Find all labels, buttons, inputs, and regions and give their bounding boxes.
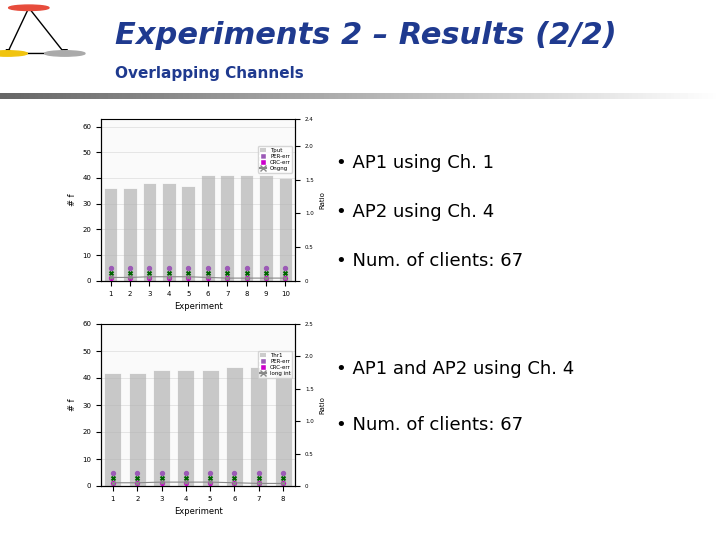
Point xyxy=(204,474,216,482)
Point xyxy=(261,274,272,282)
Point xyxy=(132,468,143,477)
Text: Experiments 2 – Results (2/2): Experiments 2 – Results (2/2) xyxy=(115,22,617,50)
Point xyxy=(253,479,264,488)
Point xyxy=(183,269,194,278)
Text: R: R xyxy=(4,49,11,58)
Circle shape xyxy=(45,51,85,56)
Point xyxy=(204,479,216,488)
Bar xyxy=(104,373,122,486)
Point xyxy=(180,474,192,482)
Text: • Num. of clients: 67: • Num. of clients: 67 xyxy=(336,252,523,269)
Point xyxy=(107,468,119,477)
Bar xyxy=(162,183,176,281)
Point xyxy=(241,269,253,278)
Point xyxy=(229,468,240,477)
Point xyxy=(107,479,119,488)
Point xyxy=(183,274,194,282)
Bar xyxy=(240,176,253,281)
Circle shape xyxy=(0,51,27,56)
Point xyxy=(144,264,156,272)
Point xyxy=(241,274,253,282)
Bar xyxy=(251,367,267,486)
Point xyxy=(202,269,214,278)
Point xyxy=(132,479,143,488)
Point xyxy=(132,474,143,482)
Point xyxy=(180,468,192,477)
Legend: Tput, PER-err, CRC-err, Ongng: Tput, PER-err, CRC-err, Ongng xyxy=(258,146,292,173)
Y-axis label: Ratio: Ratio xyxy=(319,396,325,414)
Bar xyxy=(177,370,194,486)
Point xyxy=(156,474,167,482)
Y-axis label: # f: # f xyxy=(68,399,76,411)
Point xyxy=(229,479,240,488)
Point xyxy=(156,479,167,488)
Point xyxy=(202,264,214,272)
Bar xyxy=(202,370,219,486)
Point xyxy=(156,468,167,477)
Bar xyxy=(274,370,292,486)
Point xyxy=(277,468,289,477)
Bar xyxy=(220,176,234,281)
Point xyxy=(144,269,156,278)
Bar xyxy=(259,176,273,281)
Point xyxy=(202,274,214,282)
Point xyxy=(222,264,233,272)
X-axis label: Experiment: Experiment xyxy=(174,507,222,516)
Bar xyxy=(104,188,117,281)
Point xyxy=(241,264,253,272)
Bar xyxy=(201,176,215,281)
Circle shape xyxy=(9,5,49,10)
Point xyxy=(163,269,175,278)
Point xyxy=(125,274,136,282)
Legend: Thr1, PER-err, CRC-err, long int: Thr1, PER-err, CRC-err, long int xyxy=(258,351,292,378)
Text: T: T xyxy=(62,49,68,58)
Point xyxy=(222,274,233,282)
Point xyxy=(105,274,117,282)
Point xyxy=(105,269,117,278)
Bar xyxy=(123,188,137,281)
Text: • AP2 using Ch. 4: • AP2 using Ch. 4 xyxy=(336,203,495,221)
Point xyxy=(183,264,194,272)
Point xyxy=(229,474,240,482)
Point xyxy=(163,274,175,282)
Y-axis label: # f: # f xyxy=(68,193,76,206)
Point xyxy=(253,468,264,477)
Point xyxy=(279,269,291,278)
Point xyxy=(125,264,136,272)
Point xyxy=(107,474,119,482)
Bar xyxy=(129,373,145,486)
Point xyxy=(277,479,289,488)
Text: • Num. of clients: 67: • Num. of clients: 67 xyxy=(336,416,523,434)
Text: • AP1 and AP2 using Ch. 4: • AP1 and AP2 using Ch. 4 xyxy=(336,360,575,377)
Point xyxy=(279,264,291,272)
Bar xyxy=(153,370,170,486)
Text: • AP1 using Ch. 1: • AP1 using Ch. 1 xyxy=(336,154,494,172)
Point xyxy=(125,269,136,278)
Point xyxy=(279,274,291,282)
Point xyxy=(277,474,289,482)
Y-axis label: Ratio: Ratio xyxy=(319,191,325,209)
Point xyxy=(204,468,216,477)
Text: I: I xyxy=(27,3,30,13)
Bar xyxy=(181,186,195,281)
Point xyxy=(253,474,264,482)
Point xyxy=(261,264,272,272)
Bar xyxy=(226,367,243,486)
X-axis label: Experiment: Experiment xyxy=(174,302,222,311)
Text: Overlapping Channels: Overlapping Channels xyxy=(115,66,304,81)
Bar xyxy=(279,178,292,281)
Point xyxy=(261,269,272,278)
Point xyxy=(180,479,192,488)
Point xyxy=(144,274,156,282)
Point xyxy=(105,264,117,272)
Bar xyxy=(143,183,156,281)
Point xyxy=(222,269,233,278)
Point xyxy=(163,264,175,272)
